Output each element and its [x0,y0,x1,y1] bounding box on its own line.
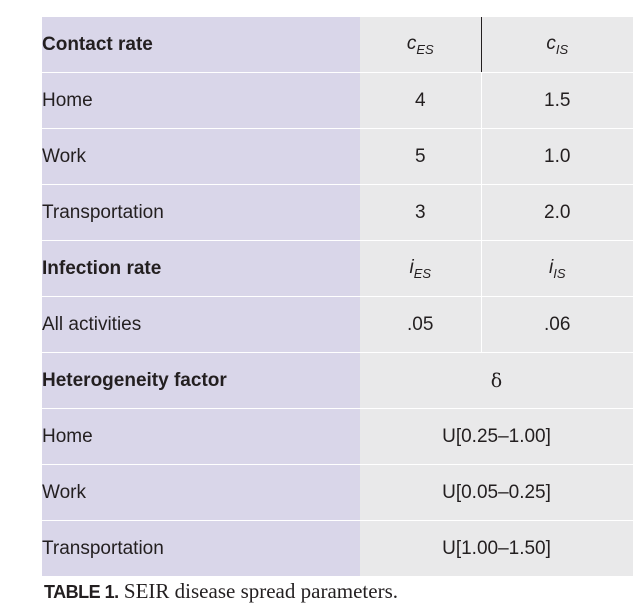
caption-text: SEIR disease spread parameters. [118,579,398,603]
row-label: Work [42,128,360,185]
delta-value: U[1.00–1.50] [360,520,633,577]
i-es-value: .05 [360,296,481,353]
c-es-symbol: cES [360,17,481,73]
table-row: Home 4 1.5 [42,72,633,129]
delta-value: U[0.25–1.00] [360,408,633,465]
parameters-table: Contact rate cES cIS Home 4 1.5 Work 5 1… [42,17,633,577]
infection-rate-header-row: Infection rate iES iIS [42,240,633,297]
heterogeneity-header-row: Heterogeneity factor δ [42,352,633,409]
c-is-value: 1.0 [480,128,633,185]
c-is-value: 1.5 [480,72,633,129]
infection-rate-header: Infection rate [42,240,360,297]
c-es-value: 5 [360,128,481,185]
table-caption: TABLE 1. SEIR disease spread parameters. [44,579,398,604]
table-row: All activities .05 .06 [42,296,633,353]
table-row: Home U[0.25–1.00] [42,408,633,465]
c-is-symbol: cIS [480,17,633,73]
contact-rate-header: Contact rate [42,17,360,73]
i-is-value: .06 [480,296,633,353]
i-is-symbol: iIS [480,240,633,297]
contact-rate-header-row: Contact rate cES cIS [42,17,633,73]
row-label: Transportation [42,184,360,241]
table-row: Transportation U[1.00–1.50] [42,520,633,577]
i-es-symbol: iES [360,240,481,297]
row-label: Work [42,464,360,521]
row-label: Home [42,408,360,465]
table-row: Transportation 3 2.0 [42,184,633,241]
c-es-value: 3 [360,184,481,241]
c-is-value: 2.0 [480,184,633,241]
delta-symbol: δ [360,352,633,409]
heterogeneity-header: Heterogeneity factor [42,352,360,409]
table-row: Work U[0.05–0.25] [42,464,633,521]
row-label: Home [42,72,360,129]
caption-label: TABLE 1. [44,582,119,602]
row-label: All activities [42,296,360,353]
row-label: Transportation [42,520,360,577]
delta-value: U[0.05–0.25] [360,464,633,521]
c-es-value: 4 [360,72,481,129]
table-row: Work 5 1.0 [42,128,633,185]
